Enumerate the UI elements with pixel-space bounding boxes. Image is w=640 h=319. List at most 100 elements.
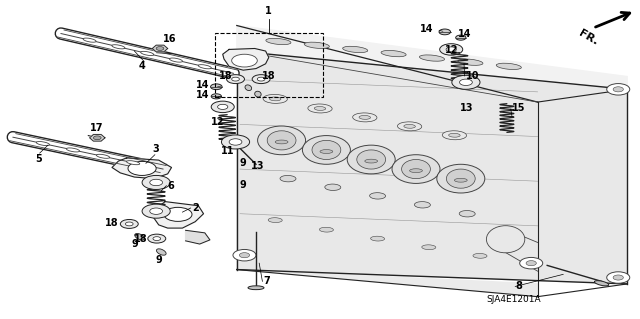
- Ellipse shape: [319, 227, 333, 232]
- Ellipse shape: [127, 161, 140, 165]
- Polygon shape: [237, 51, 627, 284]
- Ellipse shape: [258, 126, 306, 155]
- Circle shape: [526, 261, 536, 266]
- Ellipse shape: [397, 122, 422, 131]
- Ellipse shape: [359, 115, 371, 119]
- Text: 5: 5: [35, 154, 42, 164]
- Ellipse shape: [248, 286, 264, 290]
- Circle shape: [239, 253, 250, 258]
- Ellipse shape: [353, 113, 377, 122]
- Ellipse shape: [36, 142, 49, 145]
- Circle shape: [142, 204, 170, 218]
- Ellipse shape: [302, 136, 351, 164]
- Circle shape: [221, 135, 250, 149]
- Polygon shape: [186, 230, 210, 244]
- Circle shape: [142, 175, 170, 189]
- Ellipse shape: [245, 85, 252, 91]
- Ellipse shape: [67, 148, 79, 152]
- Ellipse shape: [280, 175, 296, 182]
- Ellipse shape: [342, 46, 368, 53]
- Text: 9: 9: [239, 180, 246, 190]
- Text: 6: 6: [168, 181, 175, 191]
- Text: 18: 18: [262, 71, 276, 81]
- Text: 2: 2: [192, 203, 199, 213]
- Text: 10: 10: [466, 71, 479, 81]
- Text: 8: 8: [515, 281, 522, 292]
- Text: 14: 14: [458, 29, 472, 40]
- Circle shape: [227, 75, 244, 84]
- Text: 1: 1: [266, 6, 272, 16]
- Text: 13: 13: [251, 161, 264, 171]
- Ellipse shape: [473, 253, 487, 258]
- Ellipse shape: [320, 150, 333, 153]
- Circle shape: [150, 208, 163, 214]
- Text: 12: 12: [445, 45, 458, 56]
- Ellipse shape: [422, 245, 436, 250]
- Polygon shape: [223, 48, 269, 70]
- Ellipse shape: [269, 97, 281, 101]
- Circle shape: [239, 55, 250, 60]
- Ellipse shape: [312, 140, 340, 160]
- Ellipse shape: [404, 124, 415, 128]
- Ellipse shape: [268, 131, 296, 150]
- Circle shape: [233, 249, 256, 261]
- Ellipse shape: [447, 169, 475, 188]
- Circle shape: [211, 101, 234, 113]
- Text: 14: 14: [196, 90, 210, 100]
- Ellipse shape: [170, 58, 182, 62]
- Text: 18: 18: [105, 218, 118, 228]
- Circle shape: [156, 47, 164, 50]
- Bar: [215, 33, 323, 97]
- Ellipse shape: [357, 150, 385, 169]
- Ellipse shape: [266, 38, 291, 45]
- Ellipse shape: [83, 38, 96, 42]
- Circle shape: [613, 87, 623, 92]
- Text: 7: 7: [264, 276, 271, 286]
- Text: 9: 9: [156, 255, 162, 264]
- Circle shape: [164, 207, 192, 221]
- Ellipse shape: [410, 169, 422, 173]
- Ellipse shape: [198, 65, 211, 69]
- Polygon shape: [237, 270, 538, 297]
- Ellipse shape: [370, 193, 385, 199]
- Ellipse shape: [347, 145, 396, 174]
- Circle shape: [607, 84, 630, 95]
- Ellipse shape: [402, 160, 431, 179]
- Ellipse shape: [419, 55, 445, 61]
- Text: 15: 15: [512, 103, 525, 114]
- Text: 17: 17: [90, 122, 103, 133]
- Text: 12: 12: [211, 117, 225, 127]
- Polygon shape: [112, 158, 172, 179]
- Circle shape: [456, 35, 466, 40]
- Circle shape: [257, 77, 265, 81]
- Text: 4: 4: [139, 61, 145, 71]
- Text: 9: 9: [131, 239, 138, 249]
- Ellipse shape: [442, 131, 467, 140]
- Ellipse shape: [275, 140, 288, 144]
- Circle shape: [148, 234, 166, 243]
- Ellipse shape: [308, 104, 332, 113]
- Circle shape: [218, 104, 228, 109]
- Ellipse shape: [314, 107, 326, 110]
- Ellipse shape: [392, 155, 440, 183]
- Polygon shape: [90, 135, 105, 141]
- Ellipse shape: [365, 159, 378, 163]
- Circle shape: [613, 275, 623, 280]
- Ellipse shape: [460, 211, 475, 217]
- Circle shape: [440, 44, 463, 55]
- Ellipse shape: [263, 94, 287, 103]
- Ellipse shape: [381, 50, 406, 57]
- Ellipse shape: [268, 218, 282, 223]
- Text: 14: 14: [420, 24, 434, 34]
- Text: 16: 16: [163, 34, 177, 44]
- Ellipse shape: [496, 63, 522, 70]
- Circle shape: [460, 79, 472, 85]
- Text: 11: 11: [221, 145, 234, 156]
- Circle shape: [439, 29, 451, 35]
- Text: 3: 3: [153, 144, 159, 154]
- Text: 18: 18: [219, 71, 232, 81]
- Circle shape: [520, 257, 543, 269]
- Ellipse shape: [141, 51, 154, 56]
- Ellipse shape: [595, 281, 609, 286]
- Ellipse shape: [304, 42, 330, 48]
